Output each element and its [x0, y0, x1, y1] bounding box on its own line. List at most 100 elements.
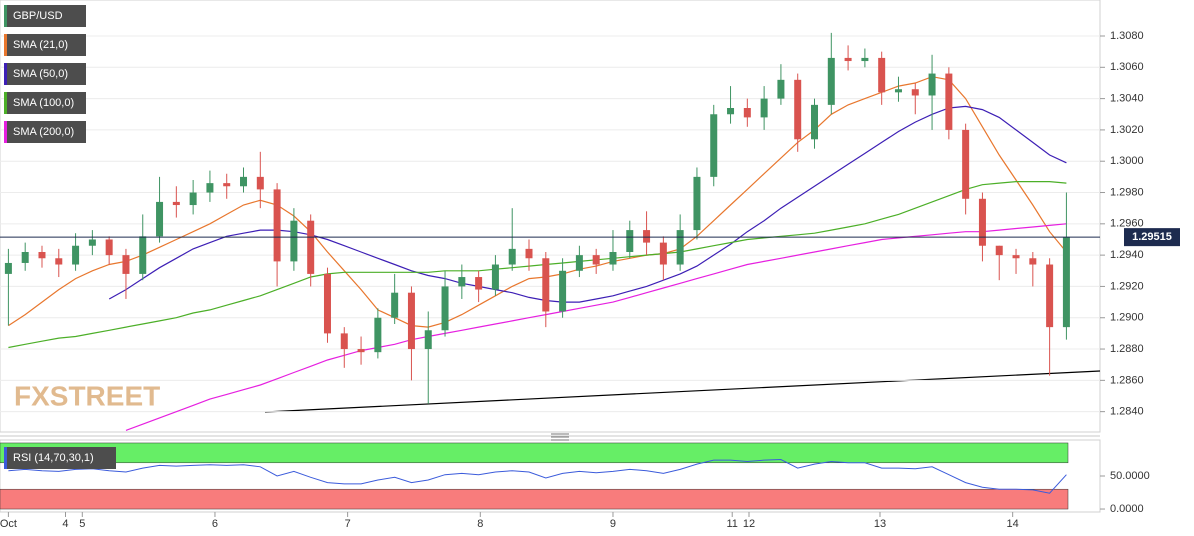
candle-body — [1062, 237, 1070, 328]
candle-body — [878, 57, 886, 93]
legend-label: SMA (50,0) — [13, 68, 68, 80]
candle-body — [72, 245, 80, 265]
candle-body — [4, 262, 12, 274]
y-tick-label: 1.2840 — [1110, 406, 1144, 418]
candle-body — [978, 198, 986, 246]
candle-body — [542, 258, 550, 312]
candle-body — [156, 201, 164, 237]
candle-body — [206, 183, 214, 193]
candle-body — [894, 89, 902, 93]
x-tick-label: 4 — [62, 518, 68, 530]
y-tick-label: 1.3060 — [1110, 61, 1144, 73]
candle-body — [559, 270, 567, 312]
legend-label: SMA (100,0) — [13, 97, 74, 109]
candle-body — [340, 333, 348, 350]
candle-body — [189, 192, 197, 206]
candle-body — [290, 220, 298, 262]
sma-line — [8, 181, 1067, 349]
last-price-box — [1124, 228, 1180, 247]
candle-body — [659, 242, 667, 265]
legend-box[interactable] — [4, 5, 86, 27]
candle-body — [21, 252, 29, 263]
candle-body — [240, 176, 248, 187]
legend-swatch — [4, 447, 7, 469]
legend-swatch — [4, 92, 7, 114]
candle-body — [609, 252, 617, 265]
candle-body — [122, 255, 130, 274]
candle-body — [323, 273, 331, 334]
candle-body — [827, 57, 835, 105]
candle-body — [844, 57, 852, 62]
legend-label: SMA (21,0) — [13, 39, 68, 51]
y-tick-label: 1.3080 — [1110, 30, 1144, 42]
legend-box[interactable] — [4, 121, 86, 143]
x-tick-label: 5 — [79, 518, 85, 530]
x-tick-label: Oct — [0, 518, 17, 530]
legend-box[interactable] — [4, 447, 116, 469]
candle-body — [811, 104, 819, 140]
candle-body — [861, 57, 869, 62]
candle-body — [105, 239, 113, 256]
x-tick-label: 13 — [874, 518, 886, 530]
y-tick-label: 1.2940 — [1110, 249, 1144, 261]
candle-body — [945, 73, 953, 130]
y-tick-label: 1.2960 — [1110, 218, 1144, 230]
legend-label: SMA (200,0) — [13, 126, 74, 138]
candle-body — [256, 176, 264, 190]
y-tick-label: 1.3040 — [1110, 93, 1144, 105]
legend-swatch — [4, 121, 7, 143]
candle-body — [424, 330, 432, 350]
y-tick-label: 1.2860 — [1110, 374, 1144, 386]
y-tick-label: 1.2980 — [1110, 186, 1144, 198]
candle-body — [491, 264, 499, 290]
last-price-label: 1.29515 — [1132, 231, 1172, 243]
legend-label: RSI (14,70,30,1) — [13, 452, 94, 464]
candle-body — [760, 98, 768, 118]
candle-body — [223, 183, 231, 187]
candle-body — [55, 258, 63, 265]
legend-box[interactable] — [4, 34, 86, 56]
candle-body — [727, 108, 735, 115]
x-tick-label: 12 — [743, 518, 755, 530]
legend-swatch — [4, 5, 7, 27]
legend-box[interactable] — [4, 92, 86, 114]
legend-swatch — [4, 63, 7, 85]
candle-body — [693, 176, 701, 231]
candle-body — [777, 79, 785, 99]
candle-body — [139, 236, 147, 274]
sma-line — [108, 105, 1067, 303]
legend-box[interactable] — [4, 63, 86, 85]
candle-body — [1029, 258, 1037, 265]
y-tick-label: 1.2880 — [1110, 343, 1144, 355]
candle-body — [525, 248, 533, 259]
y-tick-label: 0.0000 — [1110, 503, 1144, 515]
rsi-band — [0, 488, 1069, 510]
candle-body — [643, 230, 651, 243]
y-tick-label: 1.2900 — [1110, 312, 1144, 324]
y-tick-label: 1.2920 — [1110, 280, 1144, 292]
x-tick-label: 11 — [727, 518, 738, 530]
candle-body — [1012, 255, 1020, 259]
candle-body — [676, 230, 684, 265]
legend-label: GBP/USD — [13, 10, 63, 22]
x-tick-label: 6 — [212, 518, 218, 530]
candle-body — [273, 189, 281, 262]
x-tick-label: 8 — [477, 518, 483, 530]
drag-handle[interactable] — [551, 433, 569, 441]
candle-body — [743, 108, 751, 118]
sma-line — [8, 76, 1067, 328]
trend-line — [264, 370, 1101, 413]
candle-body — [441, 286, 449, 331]
watermark: FXSTREET — [14, 380, 160, 411]
candle-body — [592, 255, 600, 265]
main-panel — [0, 0, 1101, 433]
candle-body — [508, 248, 516, 265]
candle-body — [911, 89, 919, 96]
x-tick-label: 7 — [345, 518, 351, 530]
x-tick-label: 14 — [1007, 518, 1019, 530]
candle-body — [307, 220, 315, 274]
candle-body — [575, 255, 583, 271]
candle-body — [794, 79, 802, 140]
rsi-band — [0, 442, 1069, 464]
